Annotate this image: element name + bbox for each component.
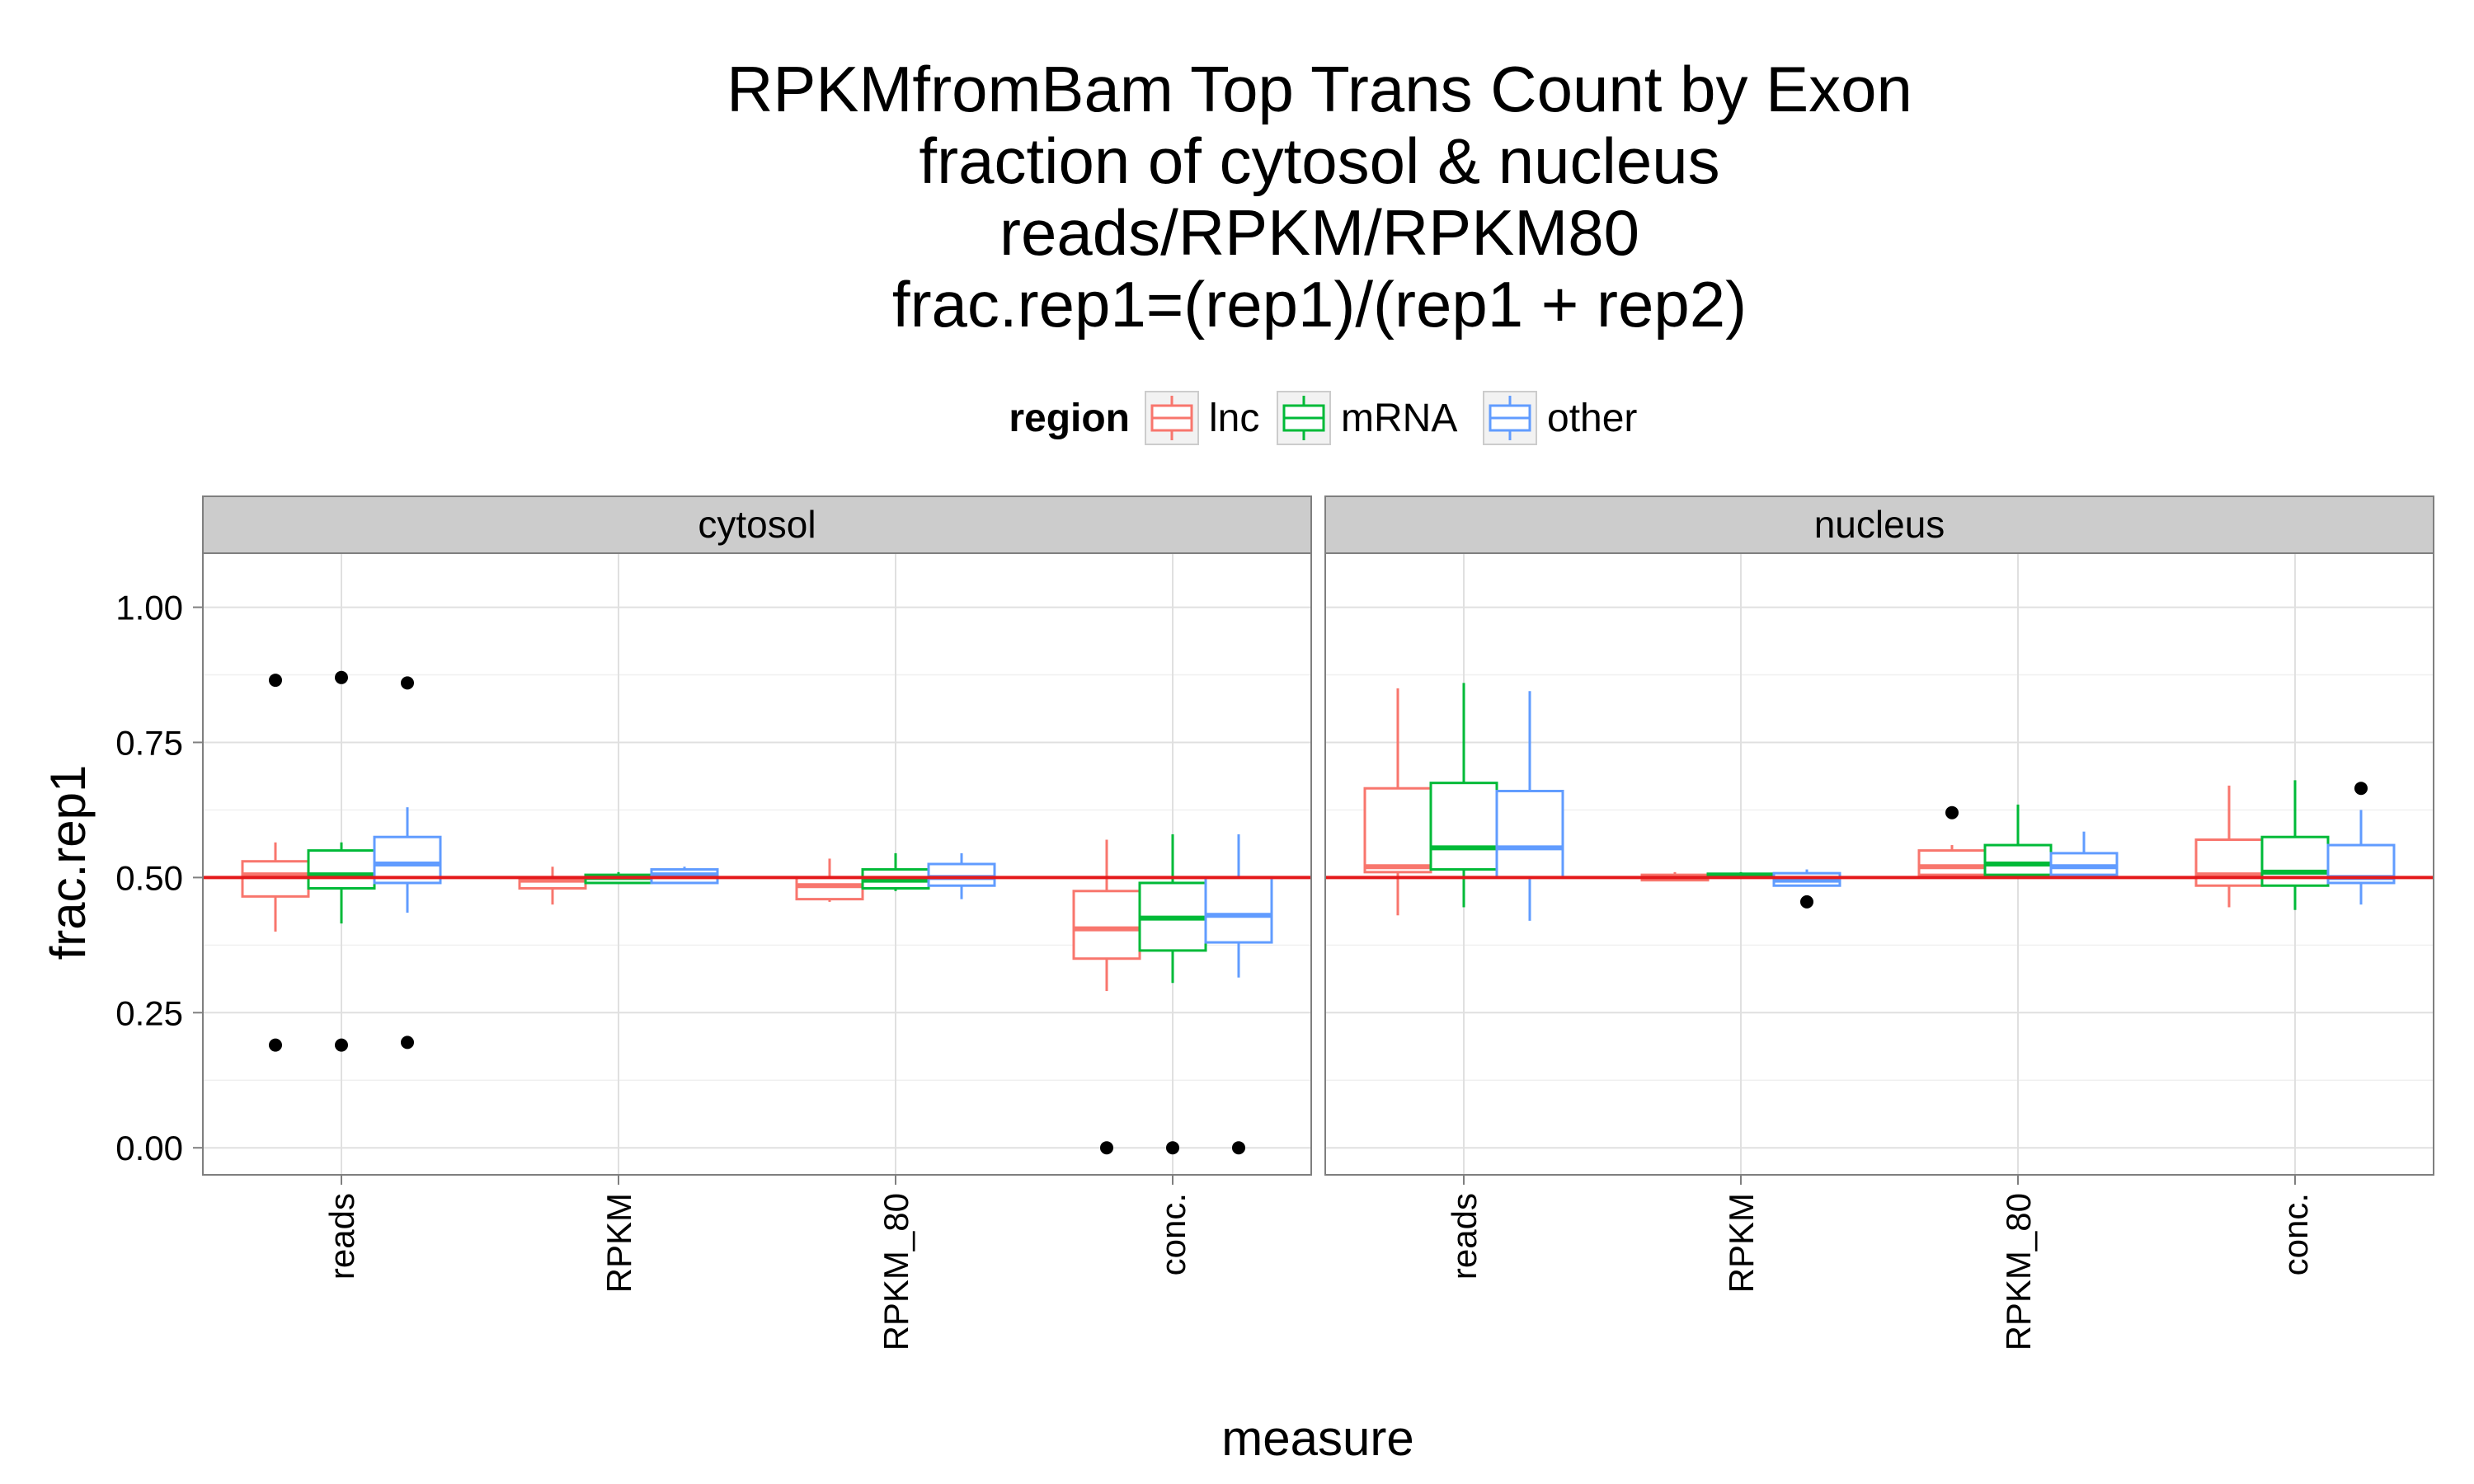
title-line-2: fraction of cytosol & nucleus [919, 124, 1719, 197]
legend: region lnc mRNA other [1009, 391, 1637, 445]
x-axis: reads RPKM RPKM_80 conc. reads RPKM RPKM_80 con… [322, 1175, 2315, 1350]
legend-label-lnc: lnc [1209, 397, 1259, 440]
box-conc.-lnc [1072, 839, 1141, 1155]
box-iqr [2049, 852, 2119, 876]
box-RPKM_80-other [2049, 831, 2119, 878]
box-reads-other [373, 676, 442, 1050]
strip-background [202, 495, 1312, 554]
panel-border [202, 552, 1312, 1176]
legend-label-other: other [1547, 397, 1637, 440]
box-outlier [1100, 1141, 1113, 1155]
box-outlier [335, 670, 348, 684]
y-tick-label: 0.25 [115, 993, 183, 1032]
box-outlier [401, 676, 414, 690]
title-line-1: RPKMfromBam Top Trans Count by Exon [727, 53, 1912, 125]
x-tick-label: conc. [1154, 1193, 1192, 1275]
box-RPKM_80-lnc [1917, 805, 1987, 878]
legend-entry-lnc: lnc [1145, 391, 1259, 445]
x-tick-label: RPKM_80 [877, 1193, 915, 1350]
box-iqr [1429, 782, 1498, 871]
box-outlier [1166, 1141, 1179, 1155]
strip-label-nucleus: nucleus [1814, 503, 1945, 546]
box-iqr [1204, 876, 1273, 944]
facet-panel-cytosol [202, 552, 1312, 1176]
facet-strip-nucleus: nucleus [1324, 495, 2434, 554]
x-tick-label: RPKM_80 [1999, 1193, 2038, 1350]
title-line-3: reads/RPKM/RPKM80 [999, 196, 1639, 269]
legend-entry-other: other [1483, 391, 1637, 445]
strip-label-cytosol: cytosol [698, 503, 816, 546]
y-tick-label: 1.00 [115, 589, 183, 627]
box-outlier [269, 1038, 282, 1052]
box-outlier [269, 674, 282, 688]
chart-title: RPKMfromBam Top Trans Count by Exon frac… [727, 53, 1912, 340]
strip-background [1324, 495, 2434, 554]
x-tick-label: RPKM [600, 1193, 638, 1293]
legend-label-mrna: mRNA [1341, 397, 1457, 440]
facet-panel-nucleus [1324, 552, 2434, 1176]
box-reads-lnc [1363, 688, 1432, 916]
box-outlier [1232, 1141, 1245, 1155]
box-outlier [335, 1038, 348, 1052]
facet-strip-cytosol: cytosol [202, 495, 1312, 554]
legend-key-lnc [1145, 391, 1199, 445]
legend-key-other [1483, 391, 1537, 445]
x-tick-label: reads [322, 1193, 361, 1280]
box-iqr [927, 862, 996, 887]
box-iqr [1363, 787, 1432, 874]
box-iqr [1917, 849, 1987, 876]
legend-entry-mrna: mRNA [1277, 391, 1457, 445]
legend-title: region [1009, 397, 1130, 440]
box-iqr [373, 835, 442, 885]
box-iqr [1983, 843, 2053, 876]
y-axis-title: frac.rep1 [40, 765, 96, 960]
box-iqr [307, 849, 376, 890]
box-RPKM_80-mRNA [1983, 804, 2053, 878]
box-outlier [401, 1036, 414, 1050]
y-axis: 0.00 0.25 0.50 0.75 1.00 [115, 589, 203, 1167]
x-tick-label: reads [1445, 1193, 1484, 1280]
x-tick-label: RPKM [1722, 1193, 1761, 1293]
title-line-4: frac.rep1=(rep1)/(rep1 + rep2) [892, 268, 1747, 340]
y-tick-label: 0.00 [115, 1129, 183, 1167]
box-outlier [1800, 895, 1813, 909]
y-tick-label: 0.50 [115, 858, 183, 897]
legend-key-mrna [1277, 391, 1331, 445]
box-reads-mRNA [307, 670, 376, 1052]
box-RPKM-other [1772, 869, 1841, 909]
panel-border [1324, 552, 2434, 1176]
box-outlier [1945, 805, 1959, 819]
y-tick-label: 0.75 [115, 723, 183, 762]
box-iqr [795, 876, 864, 901]
x-tick-label: conc. [2276, 1193, 2315, 1275]
box-RPKM-other [650, 866, 719, 885]
box-iqr [1072, 890, 1141, 960]
x-axis-title: measure [1221, 1411, 1413, 1466]
box-iqr [1495, 789, 1564, 879]
box-outlier [2354, 782, 2368, 796]
